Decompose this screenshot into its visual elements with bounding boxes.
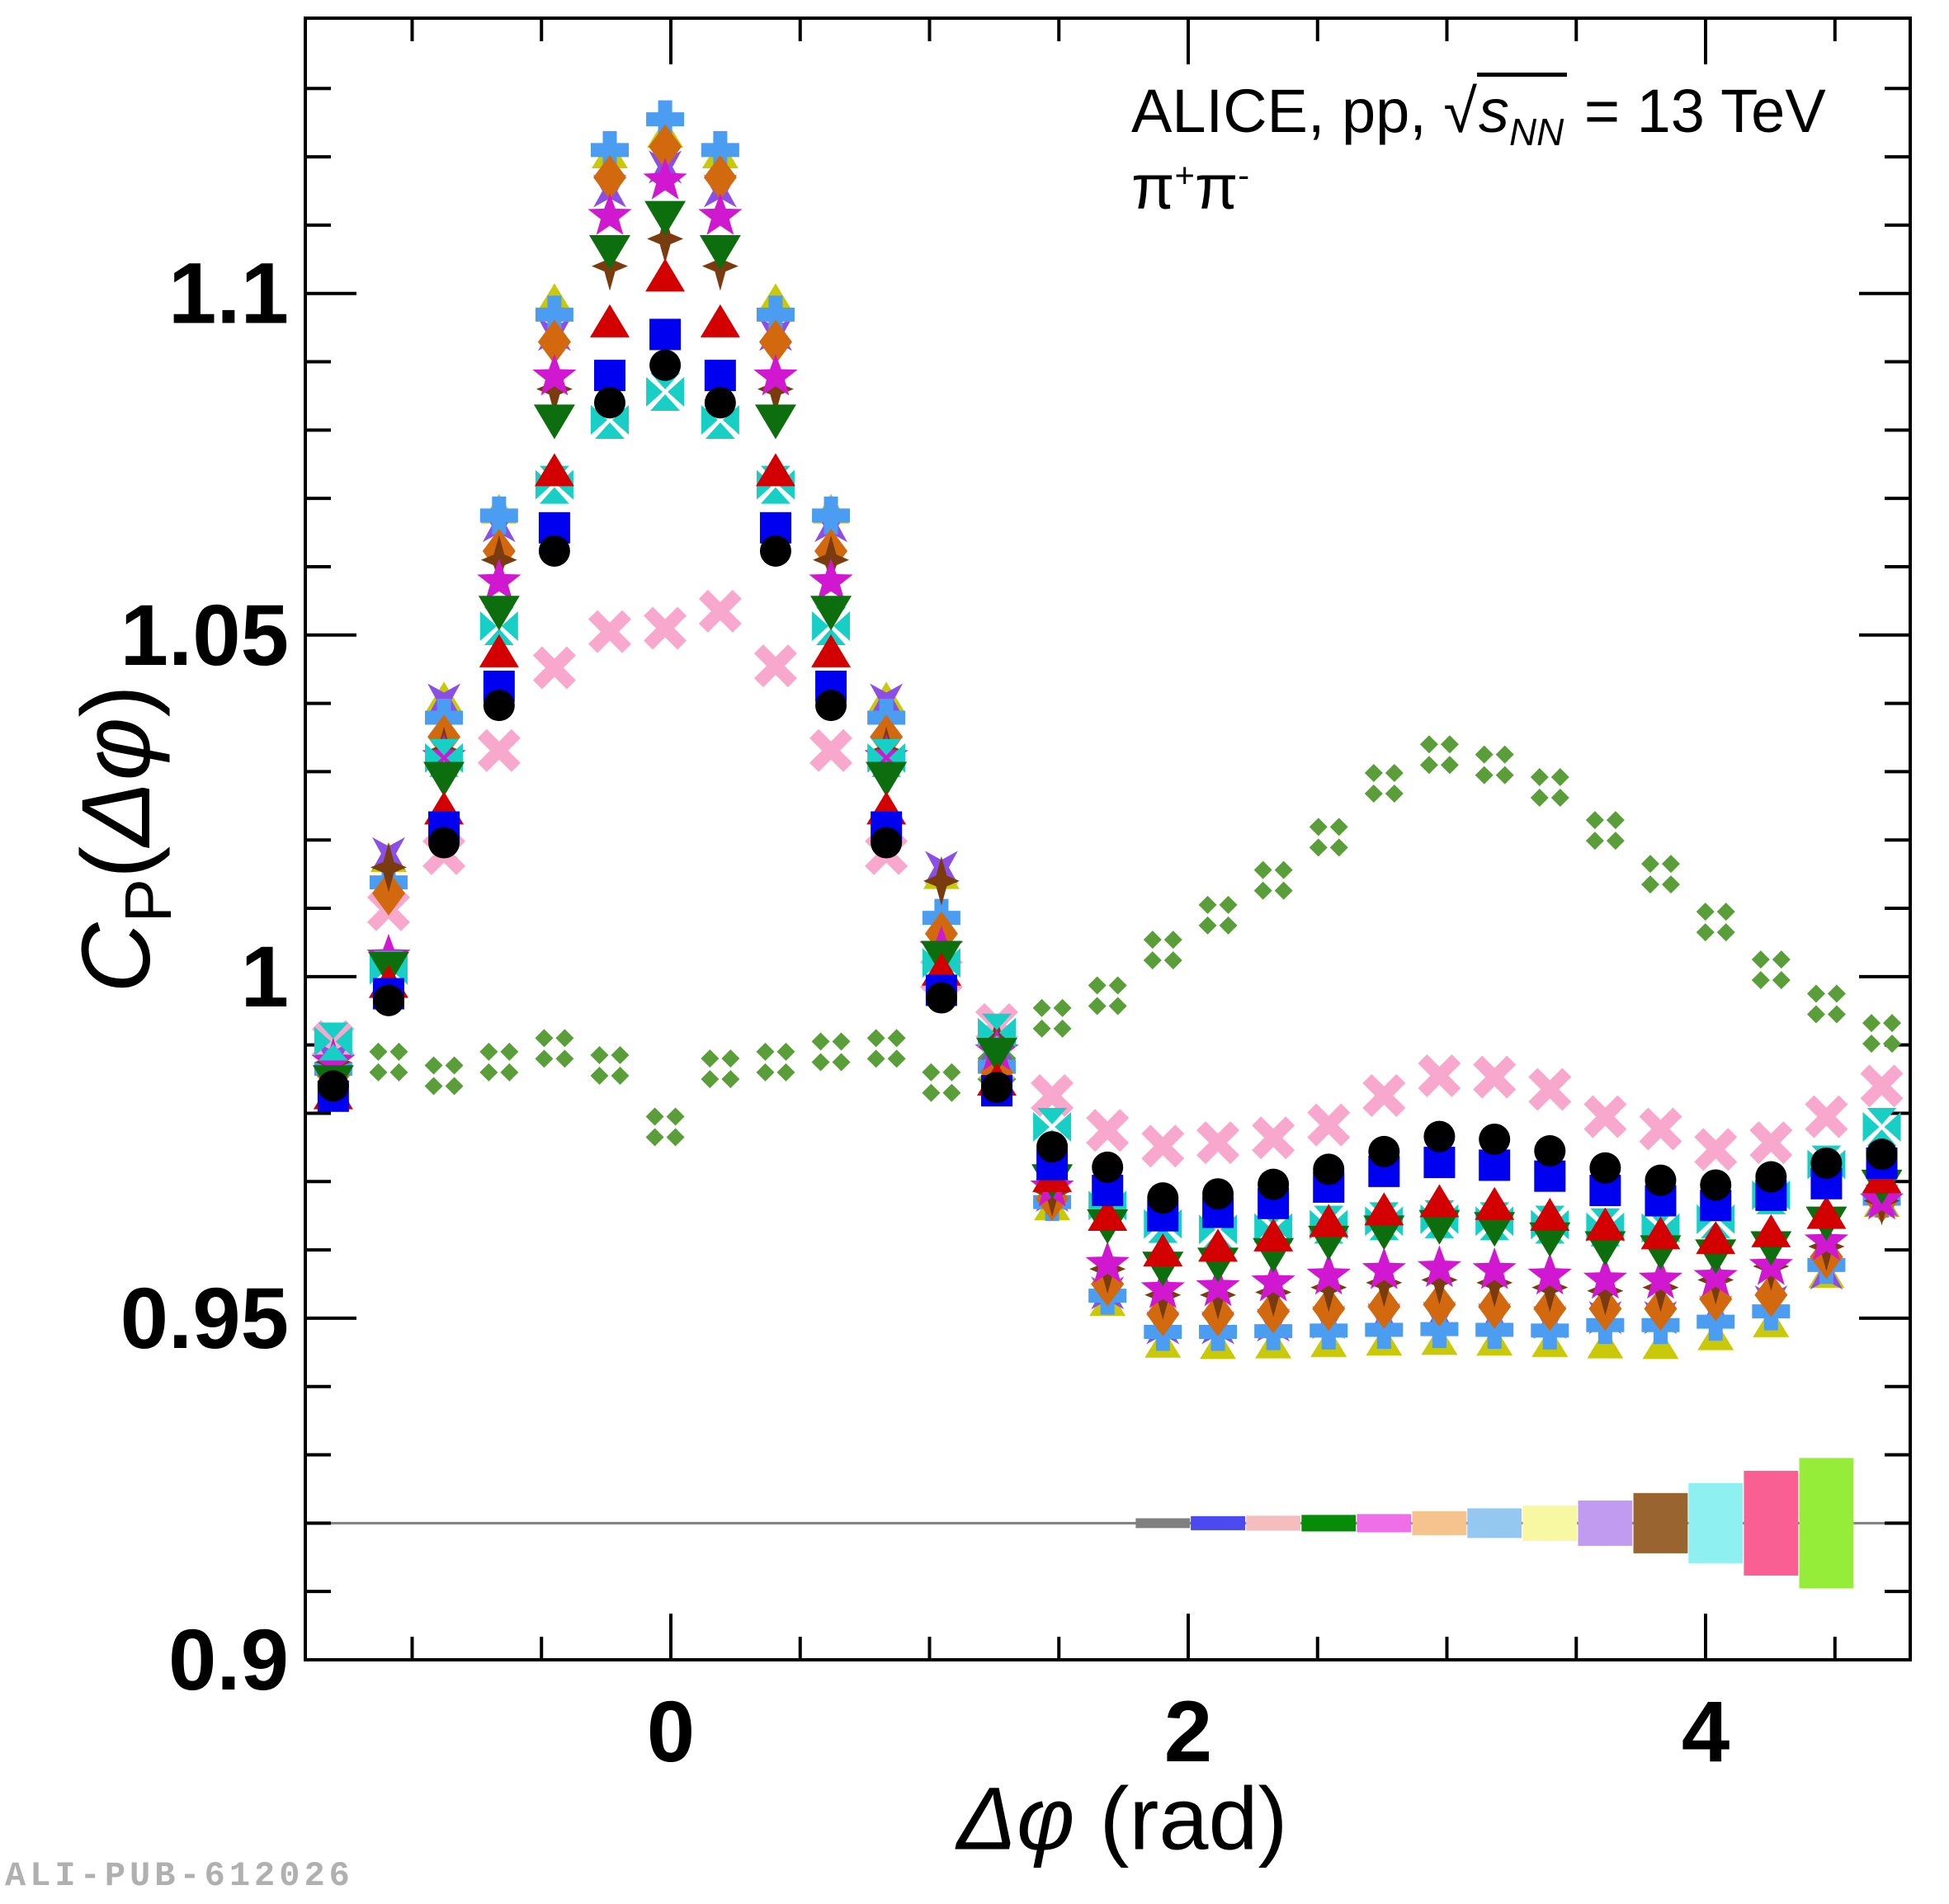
x-axis-title: Δφ (rad) <box>956 1768 1288 1869</box>
systematics-group <box>305 1458 1910 1589</box>
x-tick-label: 0 <box>647 1684 695 1780</box>
syst-uncertainty-box <box>1688 1482 1744 1563</box>
syst-uncertainty-box <box>1467 1508 1522 1539</box>
plot-frame <box>304 16 1912 1661</box>
syst-uncertainty-box <box>1246 1515 1301 1531</box>
series-cyan-cross <box>314 372 1901 1249</box>
y-axis-title: CP(Δφ) <box>61 685 186 993</box>
x-tick-label: 4 <box>1682 1684 1730 1780</box>
tick-labels: 0 2 4 0.9 0.95 1 1.05 1.1 <box>120 246 1730 1780</box>
sqrt-symbol: √ <box>1443 77 1478 145</box>
syst-uncertainty-box <box>1522 1505 1578 1541</box>
syst-uncertainty-box <box>1578 1500 1633 1546</box>
syst-uncertainty-box <box>1191 1515 1245 1530</box>
annotation-energy: = 13 TeV <box>1567 77 1826 145</box>
axis-ticks <box>305 18 1910 1661</box>
y-tick-label: 1.1 <box>168 246 289 342</box>
annotation-line1: ALICE, pp, √sNN = 13 TeV <box>1131 73 1826 152</box>
syst-uncertainty-box <box>1357 1514 1412 1533</box>
series-green-clover <box>314 735 1902 1147</box>
y-tick-label: 0.95 <box>120 1270 289 1367</box>
series-black-circle <box>317 349 1898 1214</box>
annotation-system: ALICE, pp, <box>1131 77 1444 145</box>
x-tick-label: 2 <box>1164 1684 1212 1780</box>
syst-uncertainty-box <box>1744 1470 1799 1576</box>
y-tick-label: 0.9 <box>168 1612 289 1708</box>
figure-id-watermark: ALI-PUB-612026 <box>5 1856 354 1896</box>
syst-uncertainty-box <box>1633 1492 1688 1553</box>
sqrt-radicand: sNN <box>1477 73 1568 152</box>
y-tick-label: 1 <box>241 929 289 1025</box>
series-pink-x <box>311 589 1904 1171</box>
syst-uncertainty-box <box>1412 1510 1467 1535</box>
syst-uncertainty-box <box>1301 1515 1357 1532</box>
syst-uncertainty-box <box>1799 1458 1854 1589</box>
annotation-pair: π+π- <box>1131 153 1250 223</box>
y-tick-label: 1.05 <box>120 587 289 684</box>
syst-uncertainty-box <box>1135 1518 1191 1529</box>
series-blue-square <box>317 318 1898 1232</box>
